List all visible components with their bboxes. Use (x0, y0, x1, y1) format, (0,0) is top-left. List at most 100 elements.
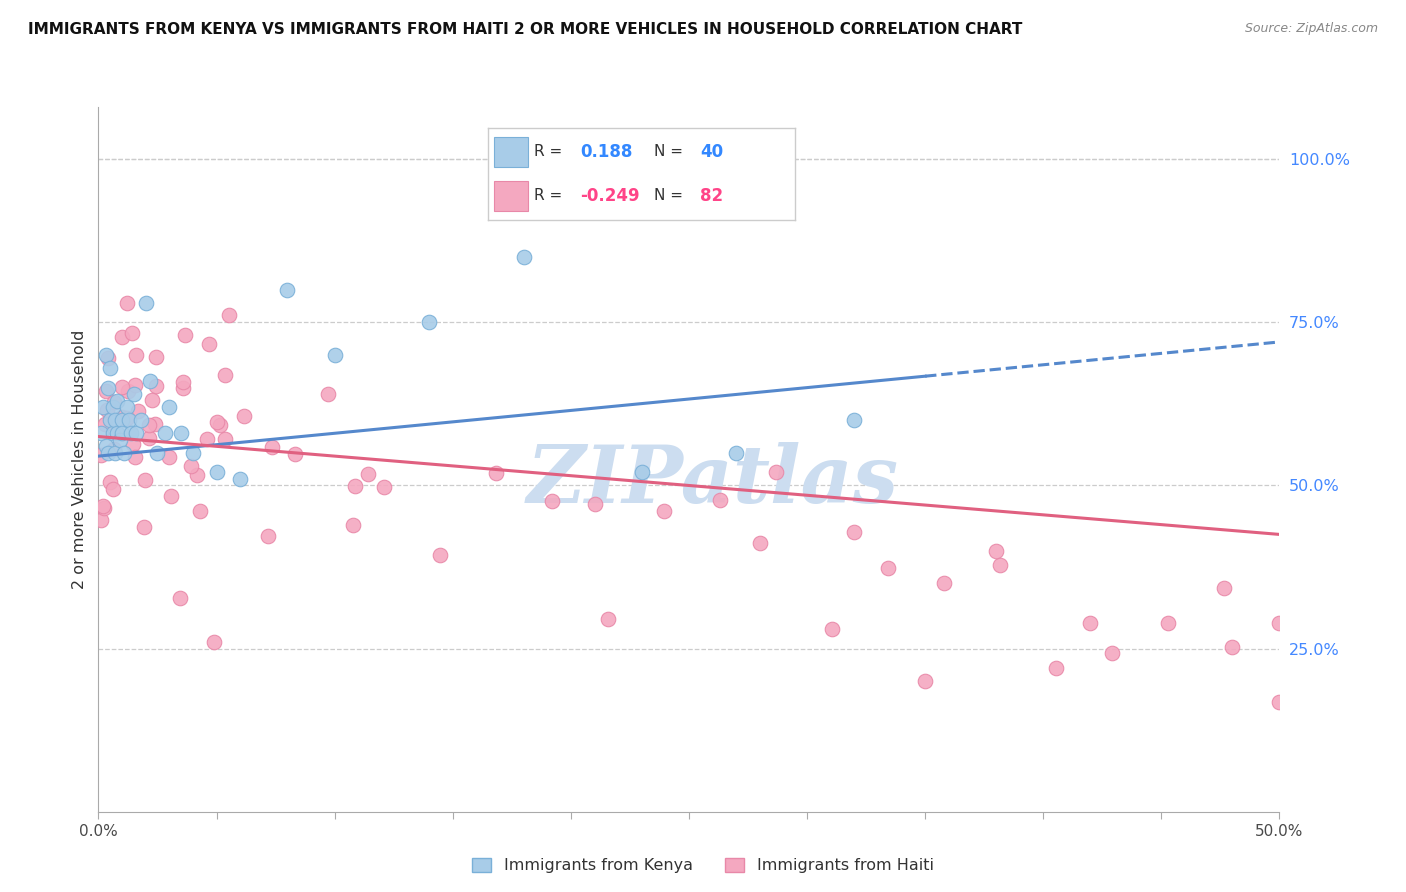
Point (124, 378, 146, 392)
Point (145, 379, 167, 393)
Point (134, 473, 156, 487)
Point (98, 413, 121, 427)
Point (127, 403, 149, 417)
Point (115, 295, 138, 310)
Point (143, 417, 166, 431)
Point (821, 622, 844, 636)
Point (357, 467, 380, 482)
Point (1268, 695, 1291, 709)
Point (318, 387, 340, 401)
Text: Source: ZipAtlas.com: Source: ZipAtlas.com (1244, 22, 1378, 36)
Point (284, 447, 307, 461)
Point (105, 426, 128, 441)
Point (132, 520, 155, 534)
Point (111, 426, 134, 441)
Point (172, 375, 194, 389)
Point (180, 458, 202, 473)
Point (157, 450, 180, 464)
Point (122, 437, 145, 451)
Point (125, 426, 148, 441)
Point (181, 446, 204, 460)
Point (344, 479, 367, 493)
Text: ZIPatlas: ZIPatlas (526, 442, 898, 519)
Point (186, 468, 208, 483)
Point (101, 400, 124, 414)
Point (1156, 616, 1178, 631)
Point (198, 337, 221, 351)
Point (97, 381, 120, 395)
Text: IMMIGRANTS FROM KENYA VS IMMIGRANTS FROM HAITI 2 OR MORE VEHICLES IN HOUSEHOLD C: IMMIGRANTS FROM KENYA VS IMMIGRANTS FROM… (28, 22, 1022, 37)
Point (725, 446, 748, 460)
Point (153, 426, 176, 441)
Point (111, 379, 134, 393)
Point (257, 528, 280, 542)
Point (188, 503, 211, 517)
Point (90, 513, 112, 527)
Point (541, 494, 564, 508)
Point (101, 482, 124, 496)
Point (276, 283, 298, 297)
Point (97, 351, 120, 366)
Point (146, 446, 169, 460)
Point (96, 403, 118, 417)
Point (101, 426, 124, 441)
Point (94, 417, 117, 431)
Point (748, 536, 770, 550)
Point (145, 350, 167, 364)
Point (108, 433, 131, 447)
Point (103, 442, 125, 456)
Point (111, 410, 134, 425)
Point (125, 348, 148, 362)
Point (914, 674, 936, 689)
Legend: Immigrants from Kenya, Immigrants from Haiti: Immigrants from Kenya, Immigrants from H… (465, 851, 941, 880)
Point (598, 612, 620, 626)
Point (115, 411, 138, 425)
Point (205, 415, 228, 429)
Point (1080, 616, 1102, 631)
Point (124, 450, 146, 464)
Point (765, 466, 787, 480)
Point (91, 499, 114, 513)
Point (218, 308, 240, 322)
Point (169, 591, 191, 605)
Point (709, 493, 731, 508)
Point (135, 295, 157, 310)
Point (485, 466, 508, 480)
Point (229, 472, 252, 486)
Point (174, 328, 197, 343)
Point (138, 431, 160, 445)
Point (104, 446, 127, 460)
Point (159, 489, 181, 503)
Point (202, 635, 225, 649)
Point (94, 348, 117, 362)
Point (984, 544, 1007, 558)
Point (583, 497, 606, 511)
Point (214, 432, 236, 446)
Point (121, 426, 143, 441)
Point (122, 387, 145, 401)
Point (844, 413, 866, 427)
Point (112, 446, 135, 460)
Point (117, 384, 139, 398)
Point (111, 330, 134, 344)
Point (139, 374, 162, 388)
Point (232, 409, 254, 423)
Point (98, 475, 121, 490)
Point (157, 400, 180, 414)
Y-axis label: 2 or more Vehicles in Household: 2 or more Vehicles in Household (72, 330, 87, 589)
Point (172, 381, 194, 395)
Point (90, 449, 112, 463)
Point (1268, 615, 1291, 630)
Point (104, 413, 127, 427)
Point (988, 558, 1011, 572)
Point (1101, 646, 1123, 660)
Point (90, 426, 112, 441)
Point (94, 384, 117, 398)
Point (652, 504, 675, 518)
Point (121, 326, 143, 341)
Point (1212, 581, 1234, 595)
Point (630, 466, 652, 480)
Point (373, 480, 395, 494)
Point (138, 418, 160, 433)
Point (512, 250, 534, 264)
